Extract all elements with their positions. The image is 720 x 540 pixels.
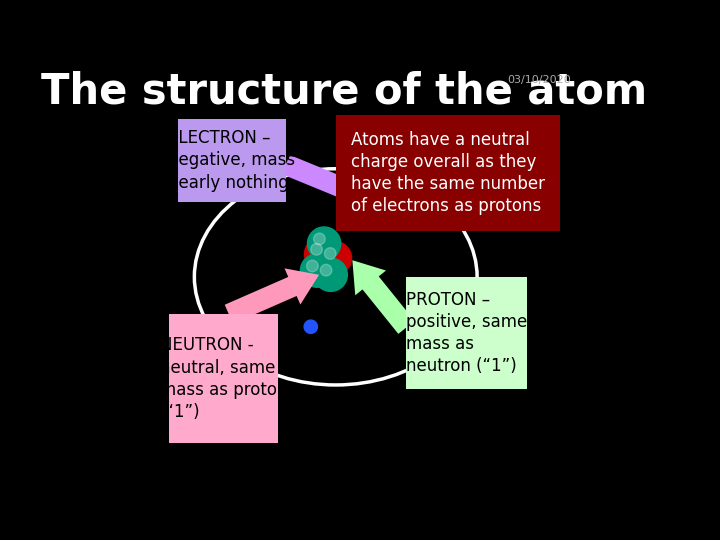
Text: 03/10/2020: 03/10/2020	[507, 75, 571, 85]
FancyBboxPatch shape	[169, 314, 277, 443]
Text: ELECTRON –
negative, mass
nearly nothing: ELECTRON – negative, mass nearly nothing	[168, 129, 295, 192]
Circle shape	[307, 260, 318, 272]
Circle shape	[304, 320, 318, 333]
Polygon shape	[282, 155, 413, 224]
Circle shape	[318, 241, 351, 275]
Circle shape	[314, 258, 347, 292]
Circle shape	[314, 233, 325, 245]
Circle shape	[320, 264, 332, 276]
Circle shape	[300, 254, 333, 287]
Circle shape	[307, 227, 341, 260]
Text: Atoms have a neutral
charge overall as they
have the same number
of electrons as: Atoms have a neutral charge overall as t…	[351, 131, 545, 215]
Circle shape	[305, 225, 343, 263]
Circle shape	[312, 255, 350, 294]
Text: The structure of the atom: The structure of the atom	[41, 71, 647, 113]
Text: NEUTRON -
neutral, same
mass as proton
(“1”): NEUTRON - neutral, same mass as proton (…	[160, 336, 287, 421]
Circle shape	[311, 244, 323, 255]
FancyBboxPatch shape	[178, 119, 286, 202]
Circle shape	[298, 252, 336, 290]
Circle shape	[302, 235, 341, 273]
Circle shape	[413, 212, 426, 225]
Polygon shape	[352, 260, 415, 334]
FancyBboxPatch shape	[336, 114, 560, 231]
Circle shape	[325, 248, 336, 259]
FancyBboxPatch shape	[406, 277, 527, 389]
Circle shape	[305, 238, 338, 271]
Circle shape	[316, 239, 354, 277]
Polygon shape	[225, 268, 319, 324]
Text: PROTON –
positive, same
mass as
neutron (“1”): PROTON – positive, same mass as neutron …	[406, 291, 527, 375]
